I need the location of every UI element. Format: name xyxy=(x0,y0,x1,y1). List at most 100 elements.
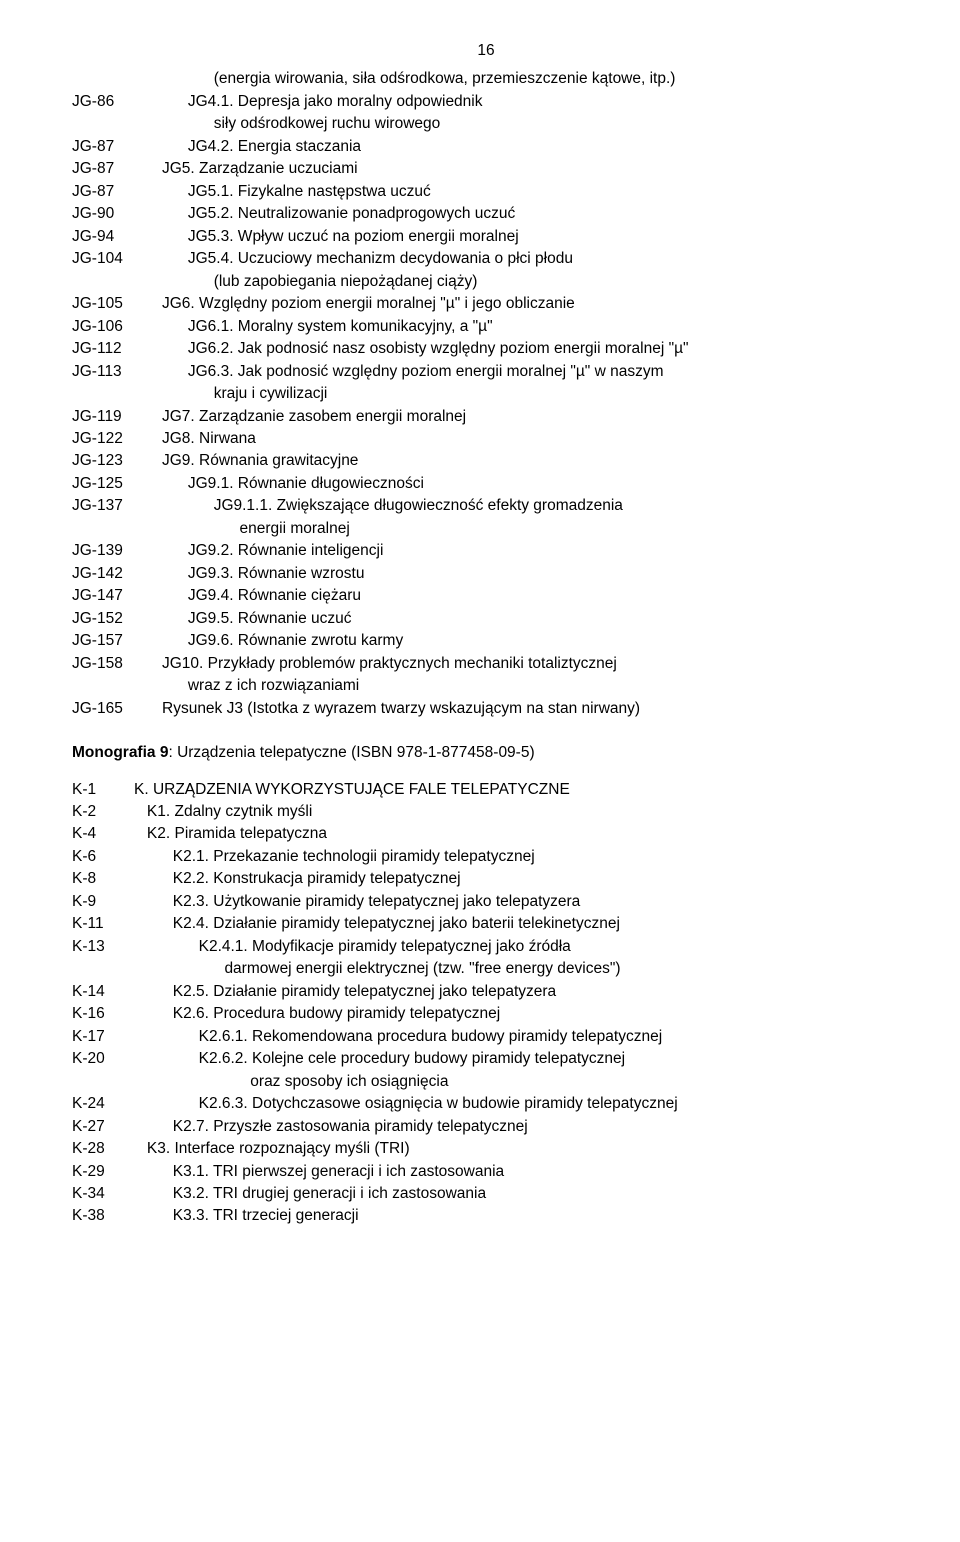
entry-code: JG-113 xyxy=(72,361,162,383)
entry-label: K2.2. Konstrukacja piramidy telepatyczne… xyxy=(134,868,900,890)
entry-label: JG5.2. Neutralizowanie ponadprogowych uc… xyxy=(162,203,900,225)
entry-label: K. URZĄDZENIA WYKORZYSTUJĄCE FALE TELEPA… xyxy=(134,779,900,801)
toc-entry: K-17 K2.6.1. Rekomendowana procedura bud… xyxy=(72,1026,900,1048)
toc-entry: K-13 K2.4.1. Modyfikacje piramidy telepa… xyxy=(72,936,900,958)
entry-label: JG6.2. Jak podnosić nasz osobisty względ… xyxy=(162,338,900,360)
entry-label: JG9.1. Równanie długowieczności xyxy=(162,473,900,495)
entry-label: JG5.4. Uczuciowy mechanizm decydowania o… xyxy=(162,248,900,270)
entry-code: JG-147 xyxy=(72,585,162,607)
entry-label: JG6. Względny poziom energii moralnej "µ… xyxy=(162,293,900,315)
toc-entry: JG-139 JG9.2. Równanie inteligencji xyxy=(72,540,900,562)
toc-entry: JG-112 JG6.2. Jak podnosić nasz osobisty… xyxy=(72,338,900,360)
entry-code: JG-152 xyxy=(72,608,162,630)
toc-entry: JG-106 JG6.1. Moralny system komunikacyj… xyxy=(72,316,900,338)
section-jg-list: (energia wirowania, siła odśrodkowa, prz… xyxy=(72,68,900,720)
toc-entry: K-20 K2.6.2. Kolejne cele procedury budo… xyxy=(72,1048,900,1070)
toc-entry: K-29 K3.1. TRI pierwszej generacji i ich… xyxy=(72,1161,900,1183)
entry-code: K-13 xyxy=(72,936,134,958)
entry-label: JG9.6. Równanie zwrotu karmy xyxy=(162,630,900,652)
entry-code: JG-123 xyxy=(72,450,162,472)
toc-entry: JG-90 JG5.2. Neutralizowanie ponadprogow… xyxy=(72,203,900,225)
entry-code: JG-87 xyxy=(72,136,162,158)
entry-code: K-20 xyxy=(72,1048,134,1070)
toc-entry: JG-87JG5. Zarządzanie uczuciami xyxy=(72,158,900,180)
toc-entry: K-14 K2.5. Działanie piramidy telepatycz… xyxy=(72,981,900,1003)
toc-entry: JG-122JG8. Nirwana xyxy=(72,428,900,450)
entry-label: oraz sposoby ich osiągnięcia xyxy=(134,1071,900,1093)
toc-entry: JG-142 JG9.3. Równanie wzrostu xyxy=(72,563,900,585)
entry-code: JG-94 xyxy=(72,226,162,248)
toc-entry: energii moralnej xyxy=(72,518,900,540)
entry-label: K2.4. Działanie piramidy telepatycznej j… xyxy=(134,913,900,935)
entry-code: JG-122 xyxy=(72,428,162,450)
entry-label: K1. Zdalny czytnik myśli xyxy=(134,801,900,823)
toc-entry: K-27 K2.7. Przyszłe zastosowania piramid… xyxy=(72,1116,900,1138)
entry-label: K3.1. TRI pierwszej generacji i ich zast… xyxy=(134,1161,900,1183)
entry-code: JG-125 xyxy=(72,473,162,495)
entry-label: K2.6.1. Rekomendowana procedura budowy p… xyxy=(134,1026,900,1048)
entry-code: JG-165 xyxy=(72,698,162,720)
toc-entry: siły odśrodkowej ruchu wirowego xyxy=(72,113,900,135)
entry-label: (lub zapobiegania niepożądanej ciąży) xyxy=(162,271,900,293)
entry-label: JG5.1. Fizykalne następstwa uczuć xyxy=(162,181,900,203)
entry-label: JG4.2. Energia staczania xyxy=(162,136,900,158)
entry-label: K3.2. TRI drugiej generacji i ich zastos… xyxy=(134,1183,900,1205)
toc-entry: JG-165Rysunek J3 (Istotka z wyrazem twar… xyxy=(72,698,900,720)
entry-label: K2.4.1. Modyfikacje piramidy telepatyczn… xyxy=(134,936,900,958)
toc-entry: K-11 K2.4. Działanie piramidy telepatycz… xyxy=(72,913,900,935)
monograph-heading: Monografia 9: Urządzenia telepatyczne (I… xyxy=(72,742,900,764)
toc-entry: JG-87 JG5.1. Fizykalne następstwa uczuć xyxy=(72,181,900,203)
entry-label: kraju i cywilizacji xyxy=(162,383,900,405)
entry-label: JG9.4. Równanie ciężaru xyxy=(162,585,900,607)
page-number: 16 xyxy=(72,40,900,62)
section-k-list: K-1K. URZĄDZENIA WYKORZYSTUJĄCE FALE TEL… xyxy=(72,779,900,1228)
entry-code: K-11 xyxy=(72,913,134,935)
toc-entry: K-34 K3.2. TRI drugiej generacji i ich z… xyxy=(72,1183,900,1205)
toc-entry: JG-104 JG5.4. Uczuciowy mechanizm decydo… xyxy=(72,248,900,270)
entry-code: JG-86 xyxy=(72,91,162,113)
toc-entry: JG-86 JG4.1. Depresja jako moralny odpow… xyxy=(72,91,900,113)
entry-code: K-2 xyxy=(72,801,134,823)
entry-label: K3. Interface rozpoznający myśli (TRI) xyxy=(134,1138,900,1160)
entry-code: JG-87 xyxy=(72,181,162,203)
entry-label: siły odśrodkowej ruchu wirowego xyxy=(162,113,900,135)
entry-code xyxy=(72,383,162,405)
toc-entry: JG-147 JG9.4. Równanie ciężaru xyxy=(72,585,900,607)
entry-label: (energia wirowania, siła odśrodkowa, prz… xyxy=(162,68,900,90)
toc-entry: JG-105JG6. Względny poziom energii moral… xyxy=(72,293,900,315)
toc-entry: JG-157 JG9.6. Równanie zwrotu karmy xyxy=(72,630,900,652)
toc-entry: K-16 K2.6. Procedura budowy piramidy tel… xyxy=(72,1003,900,1025)
toc-entry: K-1K. URZĄDZENIA WYKORZYSTUJĄCE FALE TEL… xyxy=(72,779,900,801)
entry-label: JG10. Przykłady problemów praktycznych m… xyxy=(162,653,900,675)
entry-label: JG6.3. Jak podnosić względny poziom ener… xyxy=(162,361,900,383)
entry-code: K-27 xyxy=(72,1116,134,1138)
toc-entry: K-4 K2. Piramida telepatyczna xyxy=(72,823,900,845)
entry-code: K-1 xyxy=(72,779,134,801)
entry-label: K2.6. Procedura budowy piramidy telepaty… xyxy=(134,1003,900,1025)
entry-label: wraz z ich rozwiązaniami xyxy=(162,675,900,697)
entry-code: JG-106 xyxy=(72,316,162,338)
entry-code: JG-112 xyxy=(72,338,162,360)
entry-code: K-38 xyxy=(72,1205,134,1227)
toc-entry: (energia wirowania, siła odśrodkowa, prz… xyxy=(72,68,900,90)
monograph-heading-rest: : Urządzenia telepatyczne (ISBN 978-1-87… xyxy=(168,744,534,761)
entry-label: K2.1. Przekazanie technologii piramidy t… xyxy=(134,846,900,868)
toc-entry: oraz sposoby ich osiągnięcia xyxy=(72,1071,900,1093)
entry-code: K-29 xyxy=(72,1161,134,1183)
entry-code: K-4 xyxy=(72,823,134,845)
toc-entry: JG-94 JG5.3. Wpływ uczuć na poziom energ… xyxy=(72,226,900,248)
entry-label: K2. Piramida telepatyczna xyxy=(134,823,900,845)
toc-entry: JG-113 JG6.3. Jak podnosić względny pozi… xyxy=(72,361,900,383)
entry-code: K-8 xyxy=(72,868,134,890)
entry-label: JG7. Zarządzanie zasobem energii moralne… xyxy=(162,406,900,428)
entry-label: JG9.2. Równanie inteligencji xyxy=(162,540,900,562)
toc-entry: JG-119JG7. Zarządzanie zasobem energii m… xyxy=(72,406,900,428)
toc-entry: darmowej energii elektrycznej (tzw. "fre… xyxy=(72,958,900,980)
toc-entry: K-2 K1. Zdalny czytnik myśli xyxy=(72,801,900,823)
entry-code xyxy=(72,1071,134,1093)
entry-label: K2.6.3. Dotychczasowe osiągnięcia w budo… xyxy=(134,1093,900,1115)
entry-code: K-28 xyxy=(72,1138,134,1160)
entry-code xyxy=(72,958,134,980)
toc-entry: K-6 K2.1. Przekazanie technologii pirami… xyxy=(72,846,900,868)
entry-code: K-16 xyxy=(72,1003,134,1025)
